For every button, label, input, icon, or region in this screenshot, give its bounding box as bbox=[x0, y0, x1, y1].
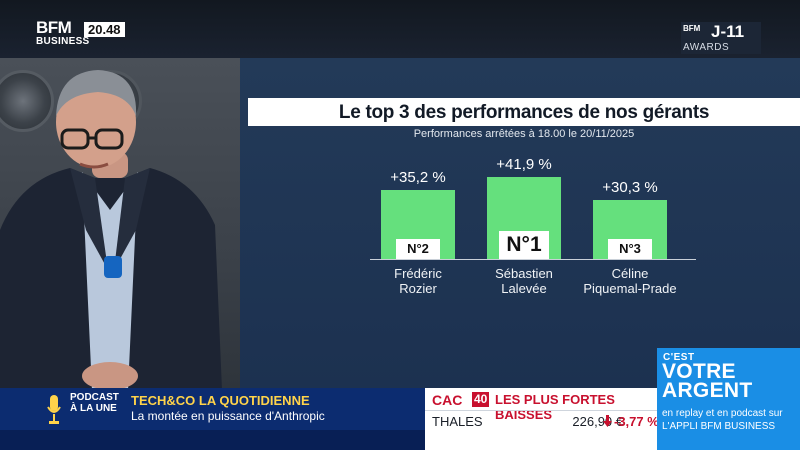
stock-name: THALES bbox=[432, 414, 483, 429]
podcast-label: PODCAST À LA UNE bbox=[70, 392, 119, 414]
podcast-label-line-1: PODCAST bbox=[70, 392, 119, 403]
infographic-title: Le top 3 des performances de nos gérants bbox=[338, 102, 710, 123]
awards-word: AWARDS bbox=[683, 42, 730, 53]
market-panel: CAC 40 LES PLUS FORTES BAISSES THALES 22… bbox=[425, 388, 657, 450]
logo-line-2: BUSINESS bbox=[36, 36, 90, 47]
rank-badge: N°1 bbox=[499, 231, 549, 259]
ticker-lower-strip bbox=[0, 430, 425, 450]
manager-name: Sébastien Lalevée bbox=[495, 266, 553, 296]
top-bar bbox=[0, 0, 800, 58]
awards-countdown: BFM J-11 AWARDS bbox=[681, 22, 761, 54]
promo-subtitle: en replay et en podcast sur L'APPLI BFM … bbox=[662, 408, 783, 432]
promo-show-title: VOTRE ARGENT bbox=[662, 360, 753, 402]
bar-value-label: +41,9 % bbox=[496, 156, 552, 173]
awards-brand: BFM bbox=[683, 24, 701, 33]
stock-change: -3,77 % bbox=[614, 414, 659, 429]
stock-price: 226,90 € bbox=[572, 414, 623, 429]
podcast-show-title: TECH&CO LA QUOTIDIENNE bbox=[131, 393, 310, 408]
performance-bar-chart: +35,2 % N°2 Frédéric Rozier +41,9 % N°1 Sébast… bbox=[360, 150, 696, 300]
presenter-figure bbox=[0, 70, 222, 390]
rank-badge: N°2 bbox=[396, 239, 440, 259]
countdown-days: J-11 bbox=[711, 22, 745, 41]
market-index: CAC bbox=[432, 392, 463, 408]
logo-line-1: BFM bbox=[36, 18, 72, 37]
down-arrow-icon bbox=[603, 415, 612, 427]
chart-baseline bbox=[370, 259, 696, 260]
show-promo: C'EST VOTRE ARGENT en replay et en podca… bbox=[657, 348, 800, 450]
manager-name: Céline Piquemal-Prade bbox=[583, 266, 677, 296]
podcast-topic: La montée en puissance d'Anthropic bbox=[131, 409, 325, 423]
rank-badge: N°3 bbox=[608, 239, 652, 259]
bar-value-label: +35,2 % bbox=[390, 169, 446, 187]
vault-door-decor bbox=[0, 70, 54, 132]
clock: 20.48 bbox=[84, 22, 125, 37]
manager-name: Frédéric Rozier bbox=[394, 266, 442, 296]
infographic-subtitle: Performances arrêtées à 18.00 le 20/11/2… bbox=[413, 128, 635, 140]
microphone-icon bbox=[47, 395, 61, 424]
market-index-number: 40 bbox=[472, 392, 490, 407]
infographic-title-bar: Le top 3 des performances de nos gérants bbox=[248, 98, 800, 126]
podcast-label-line-2: À LA UNE bbox=[70, 403, 117, 414]
market-divider bbox=[425, 410, 657, 411]
promo-prefix: C'EST bbox=[663, 352, 695, 363]
channel-logo: BFM BUSINESS bbox=[36, 18, 90, 50]
bar-value-label: +30,3 % bbox=[602, 178, 658, 196]
